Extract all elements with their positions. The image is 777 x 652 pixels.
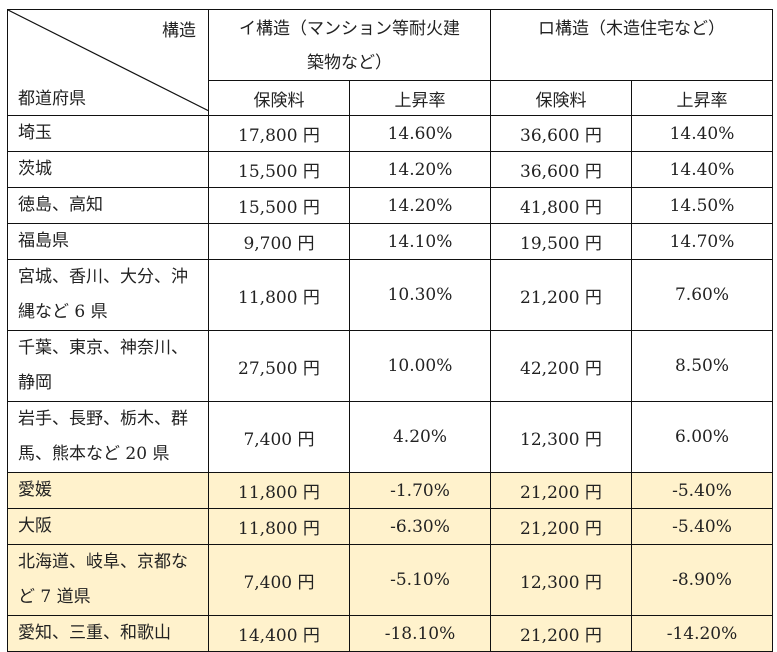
ro-fee-cell: 21,200 円 — [490, 472, 632, 509]
prefecture-cell: 宮城、香川、大分、沖 縄など 6 県 — [7, 259, 209, 331]
ro-fee-cell: 36,600 円 — [490, 151, 632, 188]
ro-rate-cell: -8.90% — [631, 544, 773, 616]
group-i-line1: イ構造（マンション等耐火建 — [239, 19, 460, 39]
insurance-rate-table: 構造 都道府県 イ構造（マンション等耐火建 築物など） ロ構造（木造住宅など） … — [7, 9, 773, 652]
table-row: 徳島、高知 15,500 円 14.20% 41,800 円 14.50% — [7, 187, 773, 224]
i-fee-cell: 7,400 円 — [208, 544, 350, 616]
diagonal-line — [8, 10, 209, 111]
prefecture-line: ど 7 道県 — [18, 587, 91, 607]
ro-fee-cell: 42,200 円 — [490, 330, 632, 402]
ro-fee-cell: 19,500 円 — [490, 223, 632, 260]
i-rate-cell: 14.60% — [349, 115, 491, 152]
col-i-rate: 上昇率 — [349, 80, 491, 116]
ro-rate-cell: 6.00% — [631, 401, 773, 473]
i-fee-cell: 11,800 円 — [208, 472, 350, 509]
prefecture-line: 北海道、岐阜、京都な — [18, 552, 188, 572]
prefecture-line: 愛知、三重、和歌山 — [18, 623, 171, 643]
prefecture-line: 千葉、東京、神奈川、 — [18, 338, 188, 358]
prefecture-cell: 福島県 — [7, 223, 209, 260]
group-i-line2: 築物など） — [307, 53, 392, 73]
prefecture-cell: 愛知、三重、和歌山 — [7, 615, 209, 652]
prefecture-cell: 千葉、東京、神奈川、 静岡 — [7, 330, 209, 402]
prefecture-line: 埼玉 — [18, 123, 52, 143]
col-ro-rate: 上昇率 — [631, 80, 773, 116]
prefecture-line: 大阪 — [18, 516, 52, 536]
prefecture-cell: 埼玉 — [7, 115, 209, 152]
prefecture-line: 馬、熊本など 20 県 — [18, 444, 170, 464]
prefecture-cell: 岩手、長野、栃木、群 馬、熊本など 20 県 — [7, 401, 209, 473]
ro-rate-cell: -5.40% — [631, 472, 773, 509]
table-row: 福島県 9,700 円 14.10% 19,500 円 14.70% — [7, 223, 773, 260]
prefecture-line: 福島県 — [18, 231, 69, 251]
ro-fee-cell: 21,200 円 — [490, 508, 632, 545]
i-rate-cell: 14.20% — [349, 187, 491, 224]
i-rate-cell: -6.30% — [349, 508, 491, 545]
col-i-fee: 保険料 — [208, 80, 350, 116]
prefecture-line: 宮城、香川、大分、沖 — [18, 267, 188, 287]
ro-rate-cell: -5.40% — [631, 508, 773, 545]
prefecture-cell: 北海道、岐阜、京都など 7 道県 — [7, 544, 209, 616]
ro-fee-cell: 41,800 円 — [490, 187, 632, 224]
prefecture-line: 静岡 — [18, 373, 52, 393]
i-rate-cell: -5.10% — [349, 544, 491, 616]
prefecture-line: 徳島、高知 — [18, 195, 103, 215]
ro-rate-cell: 14.50% — [631, 187, 773, 224]
i-fee-cell: 27,500 円 — [208, 330, 350, 402]
i-rate-cell: 10.30% — [349, 259, 491, 331]
i-rate-cell: -1.70% — [349, 472, 491, 509]
i-fee-cell: 7,400 円 — [208, 401, 350, 473]
table-row: 千葉、東京、神奈川、 静岡 27,500 円 10.00% 42,200 円 8.50% — [7, 330, 773, 402]
table-row: 岩手、長野、栃木、群 馬、熊本など 20 県 7,400 円 4.20% 12,300 … — [7, 401, 773, 473]
i-fee-cell: 11,800 円 — [208, 259, 350, 331]
i-fee-cell: 15,500 円 — [208, 151, 350, 188]
structure-label: 構造 — [162, 21, 196, 41]
i-fee-cell: 14,400 円 — [208, 615, 350, 652]
prefecture-line: 愛媛 — [18, 480, 52, 500]
ro-fee-cell: 21,200 円 — [490, 259, 632, 331]
ro-rate-cell: -14.20% — [631, 615, 773, 652]
col-ro-fee: 保険料 — [490, 80, 632, 116]
prefecture-line: 岩手、長野、栃木、群 — [18, 409, 188, 429]
prefecture-label: 都道府県 — [18, 89, 86, 109]
ro-rate-cell: 7.60% — [631, 259, 773, 331]
header-row-1: 構造 都道府県 イ構造（マンション等耐火建 築物など） ロ構造（木造住宅など） — [7, 9, 773, 116]
prefecture-line: 茨城 — [18, 159, 52, 179]
i-fee-cell: 17,800 円 — [208, 115, 350, 152]
ro-fee-cell: 12,300 円 — [490, 401, 632, 473]
ro-fee-cell: 36,600 円 — [490, 115, 632, 152]
table-row: 愛知、三重、和歌山 14,400 円 -18.10% 21,200 円 -14.20% — [7, 615, 773, 652]
i-fee-cell: 15,500 円 — [208, 187, 350, 224]
prefecture-cell: 愛媛 — [7, 472, 209, 509]
table-row: 大阪 11,800 円 -6.30% 21,200 円 -5.40% — [7, 508, 773, 545]
table-row: 北海道、岐阜、京都など 7 道県 7,400 円 -5.10% 12,300 円 -8.… — [7, 544, 773, 616]
i-rate-cell: 14.10% — [349, 223, 491, 260]
table-row: 埼玉 17,800 円 14.60% 36,600 円 14.40% — [7, 115, 773, 152]
i-rate-cell: 4.20% — [349, 401, 491, 473]
prefecture-cell: 大阪 — [7, 508, 209, 545]
table-row: 愛媛 11,800 円 -1.70% 21,200 円 -5.40% — [7, 472, 773, 509]
corner-header: 構造 都道府県 — [7, 9, 209, 116]
ro-rate-cell: 14.70% — [631, 223, 773, 260]
ro-fee-cell: 21,200 円 — [490, 615, 632, 652]
table-body: 埼玉 17,800 円 14.60% 36,600 円 14.40% 茨城 15,500 円… — [7, 115, 773, 652]
ro-rate-cell: 14.40% — [631, 115, 773, 152]
i-rate-cell: 14.20% — [349, 151, 491, 188]
ro-rate-cell: 14.40% — [631, 151, 773, 188]
i-fee-cell: 9,700 円 — [208, 223, 350, 260]
i-fee-cell: 11,800 円 — [208, 508, 350, 545]
i-rate-cell: -18.10% — [349, 615, 491, 652]
i-rate-cell: 10.00% — [349, 330, 491, 402]
ro-rate-cell: 8.50% — [631, 330, 773, 402]
group-header-i: イ構造（マンション等耐火建 築物など） — [208, 9, 491, 81]
prefecture-cell: 徳島、高知 — [7, 187, 209, 224]
prefecture-cell: 茨城 — [7, 151, 209, 188]
prefecture-line: 縄など 6 県 — [18, 302, 108, 322]
table-row: 茨城 15,500 円 14.20% 36,600 円 14.40% — [7, 151, 773, 188]
ro-fee-cell: 12,300 円 — [490, 544, 632, 616]
group-header-ro: ロ構造（木造住宅など） — [490, 9, 773, 81]
